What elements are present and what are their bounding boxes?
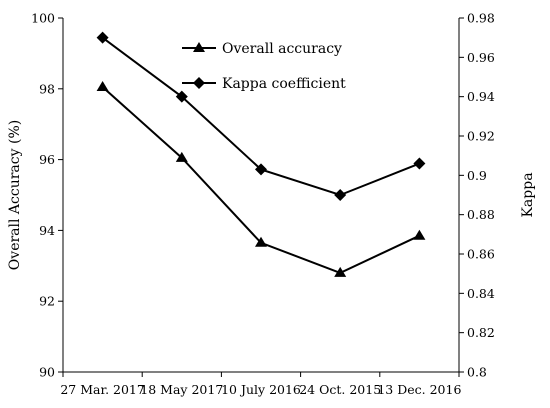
data-point-kappa-coefficient: [255, 163, 267, 176]
data-point-overall-accuracy: [413, 229, 426, 240]
y-tick-label: 90: [39, 365, 55, 380]
legend-label-overall-accuracy: Overall accuracy: [222, 41, 342, 57]
data-point-overall-accuracy: [334, 266, 347, 277]
y-tick-label: 92: [39, 294, 55, 309]
legend-triangle-icon: [193, 42, 205, 52]
series-layer: [96, 31, 426, 277]
data-point-overall-accuracy: [96, 81, 109, 92]
x-tick-label: 18 May 2017: [140, 382, 223, 397]
data-point-overall-accuracy: [175, 151, 188, 162]
x-tick-label: 13 Dec. 2016: [377, 382, 461, 397]
y2-tick-label: 0.82: [467, 325, 495, 340]
legend-item-overall-accuracy: Overall accuracy: [182, 41, 342, 57]
left-ticks: 90 92 94 96 98 100: [31, 11, 63, 380]
y2-tick-label: 0.9: [467, 168, 487, 183]
y-tick-label: 96: [39, 152, 55, 167]
x-tick-label: 24 Oct. 2015: [299, 382, 381, 397]
legend-diamond-icon: [193, 77, 205, 89]
y2-tick-label: 0.84: [467, 286, 495, 301]
y2-axis-title: Kappa: [520, 172, 536, 217]
data-point-kappa-coefficient: [413, 157, 426, 170]
x-tick-label: 10 July 2016: [221, 382, 301, 397]
y2-tick-label: 0.96: [467, 50, 495, 65]
y2-tick-label: 0.98: [467, 11, 495, 26]
y-axis-title: Overall Accuracy (%): [7, 120, 23, 270]
data-point-kappa-coefficient: [334, 189, 347, 201]
y2-tick-label: 0.8: [467, 365, 487, 380]
data-point-kappa-coefficient: [96, 31, 109, 44]
data-point-overall-accuracy: [255, 236, 267, 247]
y2-tick-label: 0.94: [467, 89, 495, 104]
y2-tick-label: 0.88: [467, 207, 495, 222]
legend-item-kappa-coefficient: Kappa coefficient: [182, 76, 346, 92]
y-tick-label: 100: [31, 11, 55, 26]
y2-tick-label: 0.92: [467, 129, 495, 144]
axes: [62, 18, 460, 373]
legend: Overall accuracy Kappa coefficient: [182, 41, 346, 92]
data-point-kappa-coefficient: [175, 90, 188, 103]
y-tick-label: 94: [39, 223, 55, 238]
y2-tick-label: 0.86: [467, 247, 495, 262]
legend-label-kappa-coefficient: Kappa coefficient: [222, 76, 346, 92]
right-ticks: 0.8 0.82 0.84 0.86 0.88 0.9 0.92 0.94 0.96 0.98: [459, 11, 495, 380]
y-tick-label: 98: [39, 81, 55, 96]
x-tick-label: 27 Mar. 2017: [60, 382, 145, 397]
